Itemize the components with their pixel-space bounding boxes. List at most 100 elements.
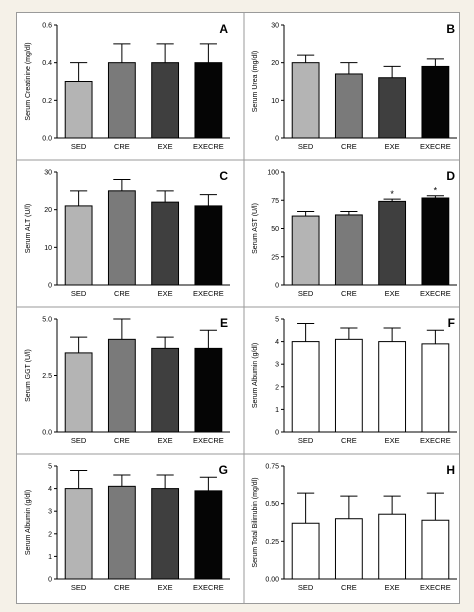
panel-d-xtick-label: EXE: [385, 289, 400, 298]
panel-h-ytick-label: 0.50: [265, 501, 279, 508]
panel-h-ytick-label: 0.25: [265, 539, 279, 546]
panel-b-ylabel: Serum Urea (mg/dl): [252, 51, 259, 112]
panel-g-xtick-label: SED: [71, 583, 87, 592]
panel-d-significance-marker: *: [434, 186, 438, 196]
panel-a: 0.0 0.2 0.4 0.6 Serum Creatinine (mg/dl) A SED…: [25, 22, 230, 151]
panel-a-xtick-label: SED: [71, 142, 87, 151]
panel-f-xtick-label: CRE: [341, 436, 357, 445]
panel-g-xtick-label: EXE: [158, 583, 173, 592]
panel-d-bar-execre: [421, 197, 450, 286]
panel-h-bar-exe: [378, 513, 407, 580]
panel-b-bar-sed: [291, 62, 320, 139]
panel-f-letter: F: [448, 316, 455, 330]
panel-f-bar-exe: [378, 341, 407, 433]
panel-e-xtick-label: EXECRE: [193, 436, 224, 445]
panel-h-xtick-label: EXECRE: [420, 583, 451, 592]
panel-g-xtick-label: CRE: [114, 583, 130, 592]
panel-a-bar-execre: [194, 62, 223, 139]
panel-d-ytick-label: 25: [271, 254, 279, 261]
panel-c-xtick-label: EXE: [158, 289, 173, 298]
panel-d-xtick-label: CRE: [341, 289, 357, 298]
panel-c-ylabel: Serum ALT (U/l): [25, 204, 32, 254]
panel-f-ytick-label: 3: [275, 362, 279, 369]
panel-f-xtick-label: SED: [298, 436, 314, 445]
panel-d-significance-marker: *: [390, 189, 394, 199]
panel-c-ytick-label: 10: [44, 245, 52, 252]
panel-a-ytick-label: 0.0: [42, 136, 52, 143]
panel-f-ytick-label: 5: [275, 317, 279, 324]
panel-d-bar-sed: [291, 215, 320, 286]
panel-h-bar-execre: [421, 519, 450, 580]
panel-b-bar-cre: [334, 73, 363, 139]
panel-d-bar-cre: [334, 214, 363, 286]
panel-h-xtick-label: SED: [298, 583, 314, 592]
panel-a-xtick-label: EXE: [158, 142, 173, 151]
panel-a-xtick-label: EXECRE: [193, 142, 224, 151]
panel-c-ytick-label: 0: [48, 283, 52, 290]
panel-e-xtick-label: EXE: [158, 436, 173, 445]
panel-h-xtick-label: EXE: [385, 583, 400, 592]
panel-e-xtick-label: CRE: [114, 436, 130, 445]
panel-a-bar-exe: [151, 62, 180, 139]
panel-h-letter: H: [446, 463, 455, 477]
panel-a-ylabel: Serum Creatinine (mg/dl): [25, 42, 32, 120]
panel-h-ytick-label: 0.00: [265, 577, 279, 584]
panel-c-ytick-label: 30: [44, 170, 52, 177]
panel-e-bar-sed: [64, 352, 93, 433]
panel-d-ytick-label: 50: [271, 226, 279, 233]
figure-panel-grid: 0.0 0.2 0.4 0.6 Serum Creatinine (mg/dl) A SED…: [16, 12, 460, 604]
panel-e-ytick-label: 5.0: [42, 317, 52, 324]
panel-f-ytick-label: 2: [275, 384, 279, 391]
panel-g-bar-execre: [194, 490, 223, 580]
panel-c-ytick-label: 20: [44, 207, 52, 214]
panel-b-ytick-label: 10: [271, 98, 279, 105]
panel-b-xtick-label: EXE: [385, 142, 400, 151]
panel-g-ytick-label: 3: [48, 509, 52, 516]
panel-f: 0 1 2 3 4 5 Serum Albumin (g/dl) F SED CRE EXE EXEC…: [252, 316, 457, 445]
panel-a-ytick-label: 0.6: [42, 23, 52, 30]
panel-c-letter: C: [219, 169, 228, 183]
panel-c-bar-execre: [194, 205, 223, 286]
panel-g-bar-sed: [64, 488, 93, 580]
panel-c-xtick-label: CRE: [114, 289, 130, 298]
panel-d: 0 25 50 75 100 Serum AST (U/l) D SED CRE EXE * EXEC…: [252, 169, 457, 298]
panel-c-bar-sed: [64, 205, 93, 286]
panel-h-ytick-label: 0.75: [265, 464, 279, 471]
panel-b-letter: B: [446, 22, 455, 36]
panel-f-bar-sed: [291, 341, 320, 433]
panel-b-xtick-label: SED: [298, 142, 314, 151]
panel-e-ytick-label: 2.5: [42, 373, 52, 380]
panel-a-bar-sed: [64, 81, 93, 139]
panel-h-xtick-label: CRE: [341, 583, 357, 592]
panel-f-ytick-label: 4: [275, 339, 279, 346]
bar-chart-grid: 0.0 0.2 0.4 0.6 Serum Creatinine (mg/dl) A SED…: [17, 13, 459, 603]
panel-c-bar-cre: [107, 190, 136, 286]
panel-g-ytick-label: 2: [48, 531, 52, 538]
panel-g: 0 1 2 3 4 5 Serum Albumin (g/dl) G SED CRE EXE EXEC…: [25, 463, 230, 592]
panel-f-bar-execre: [421, 343, 450, 433]
panel-e-ylabel: Serum GGT (U/l): [25, 349, 32, 402]
panel-g-ylabel: Serum Albumin (g/dl): [25, 490, 32, 555]
panel-g-ytick-label: 1: [48, 554, 52, 561]
panel-a-ytick-label: 0.2: [42, 98, 52, 105]
panel-d-ytick-label: 75: [271, 198, 279, 205]
panel-d-ytick-label: 100: [267, 170, 279, 177]
panel-b-xtick-label: CRE: [341, 142, 357, 151]
panel-d-xtick-label: SED: [298, 289, 314, 298]
panel-g-bar-exe: [151, 488, 180, 580]
panel-b-ytick-label: 30: [271, 23, 279, 30]
panel-e: 0.0 2.5 5.0 Serum GGT (U/l) E SED CRE EXE EXECRE: [25, 316, 230, 445]
panel-f-ylabel: Serum Albumin (g/dl): [252, 343, 259, 408]
panel-g-ytick-label: 4: [48, 486, 52, 493]
panel-d-xtick-label: EXECRE: [420, 289, 451, 298]
panel-d-bar-exe: [378, 200, 407, 286]
panel-e-bar-cre: [107, 338, 136, 433]
panel-c-xtick-label: SED: [71, 289, 87, 298]
panel-g-ytick-label: 0: [48, 577, 52, 584]
panel-a-ytick-label: 0.4: [42, 60, 52, 67]
panel-b-ytick-label: 20: [271, 60, 279, 67]
panel-f-bar-cre: [334, 338, 363, 433]
panel-c-xtick-label: EXECRE: [193, 289, 224, 298]
panel-d-letter: D: [446, 169, 455, 183]
panel-f-ytick-label: 1: [275, 407, 279, 414]
